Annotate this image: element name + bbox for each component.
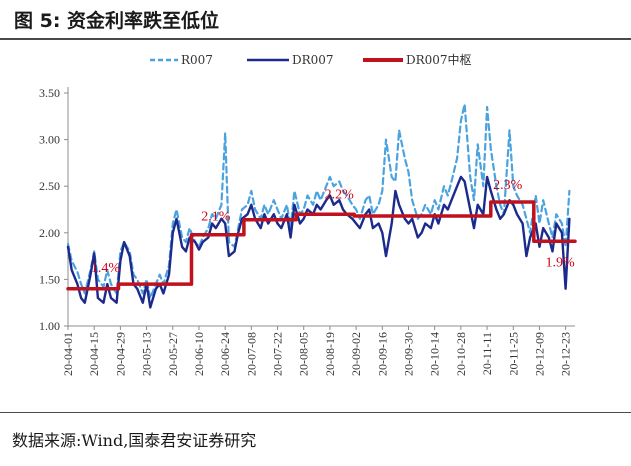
y-tick-label: 1.00 [39, 319, 60, 333]
x-tick-label: 20-04-15 [87, 332, 101, 376]
annotation-label: 1.4% [91, 261, 121, 276]
x-tick-label: 20-07-22 [271, 332, 285, 376]
x-tick-label: 20-12-09 [532, 332, 546, 376]
series-line-r007 [66, 103, 571, 300]
annotation-label: 2.1% [201, 210, 231, 225]
x-tick-label: 20-10-28 [454, 332, 468, 376]
y-tick-label: 2.50 [39, 179, 60, 193]
x-tick-label: 20-11-11 [480, 332, 494, 375]
x-tick-label: 20-05-13 [140, 332, 154, 376]
x-tick-label: 20-06-24 [218, 332, 232, 376]
y-tick-label: 1.50 [39, 272, 60, 286]
x-tick-label: 20-08-19 [323, 332, 337, 376]
y-tick-label: 3.00 [39, 133, 60, 147]
x-tick-label: 20-09-02 [349, 332, 363, 376]
x-tick-label: 20-07-08 [244, 332, 258, 376]
figure-title: 图 5: 资金利率跌至低位 [14, 10, 220, 32]
source-bar: 数据来源:Wind,国泰君安证券研究 [0, 412, 631, 466]
y-tick-label: 3.50 [39, 86, 60, 100]
x-tick-label: 20-08-05 [297, 332, 311, 376]
x-tick-label: 20-09-16 [375, 332, 389, 376]
x-tick-label: 20-06-10 [192, 332, 206, 376]
line-chart: 1.00 1.50 2.00 2.50 3.00 3.50 20-04-01 20-04-15… [39, 52, 577, 376]
x-tick-label: 20-10-14 [428, 332, 442, 376]
annotation-label: 1.9% [545, 255, 575, 270]
x-tick-label: 20-11-25 [506, 332, 520, 376]
x-tick-label: 20-12-23 [559, 332, 573, 376]
annotation-label: 2.2% [325, 187, 355, 202]
legend-label: DR007中枢 [406, 52, 472, 67]
legend-label: DR007 [292, 53, 334, 67]
x-tick-label: 20-09-30 [401, 332, 415, 376]
x-tick-label: 20-04-01 [61, 332, 75, 376]
legend-label: R007 [181, 53, 213, 67]
figure-source: 数据来源:Wind,国泰君安证券研究 [12, 431, 257, 450]
y-tick-label: 2.00 [39, 226, 60, 240]
x-tick-label: 20-05-27 [166, 332, 180, 376]
series-line-dr007-center [66, 200, 577, 291]
series-line-dr007 [66, 175, 571, 309]
annotation-label: 2.3% [493, 178, 523, 193]
title-bar: 图 5: 资金利率跌至低位 [0, 0, 631, 40]
x-tick-label: 20-04-29 [113, 332, 127, 376]
